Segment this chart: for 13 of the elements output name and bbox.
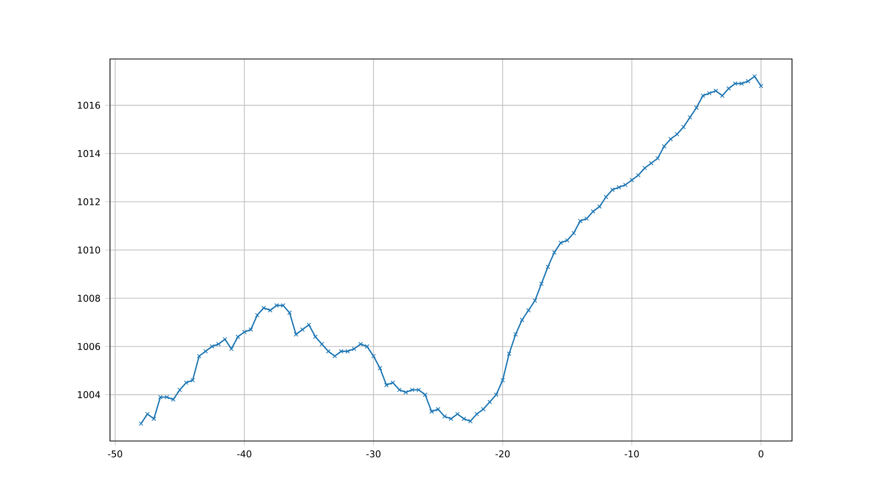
y-tick-label: 1012: [78, 198, 100, 206]
y-tick-label: 1008: [78, 294, 100, 302]
x-tick-label: -40: [237, 450, 252, 458]
y-tick-label: 1014: [78, 150, 100, 158]
y-tick-label: 1004: [78, 391, 100, 398]
y-tick-label: 1010: [78, 246, 100, 254]
x-tick-label: -20: [496, 450, 510, 458]
x-tick-label: -30: [366, 450, 380, 458]
x-tick-label: -10: [624, 450, 639, 458]
y-tick-label: 1006: [78, 342, 100, 350]
x-tick-label: -50: [108, 450, 122, 458]
y-tick-label: 1016: [78, 102, 100, 109]
x-tick-label: 0: [758, 450, 764, 458]
